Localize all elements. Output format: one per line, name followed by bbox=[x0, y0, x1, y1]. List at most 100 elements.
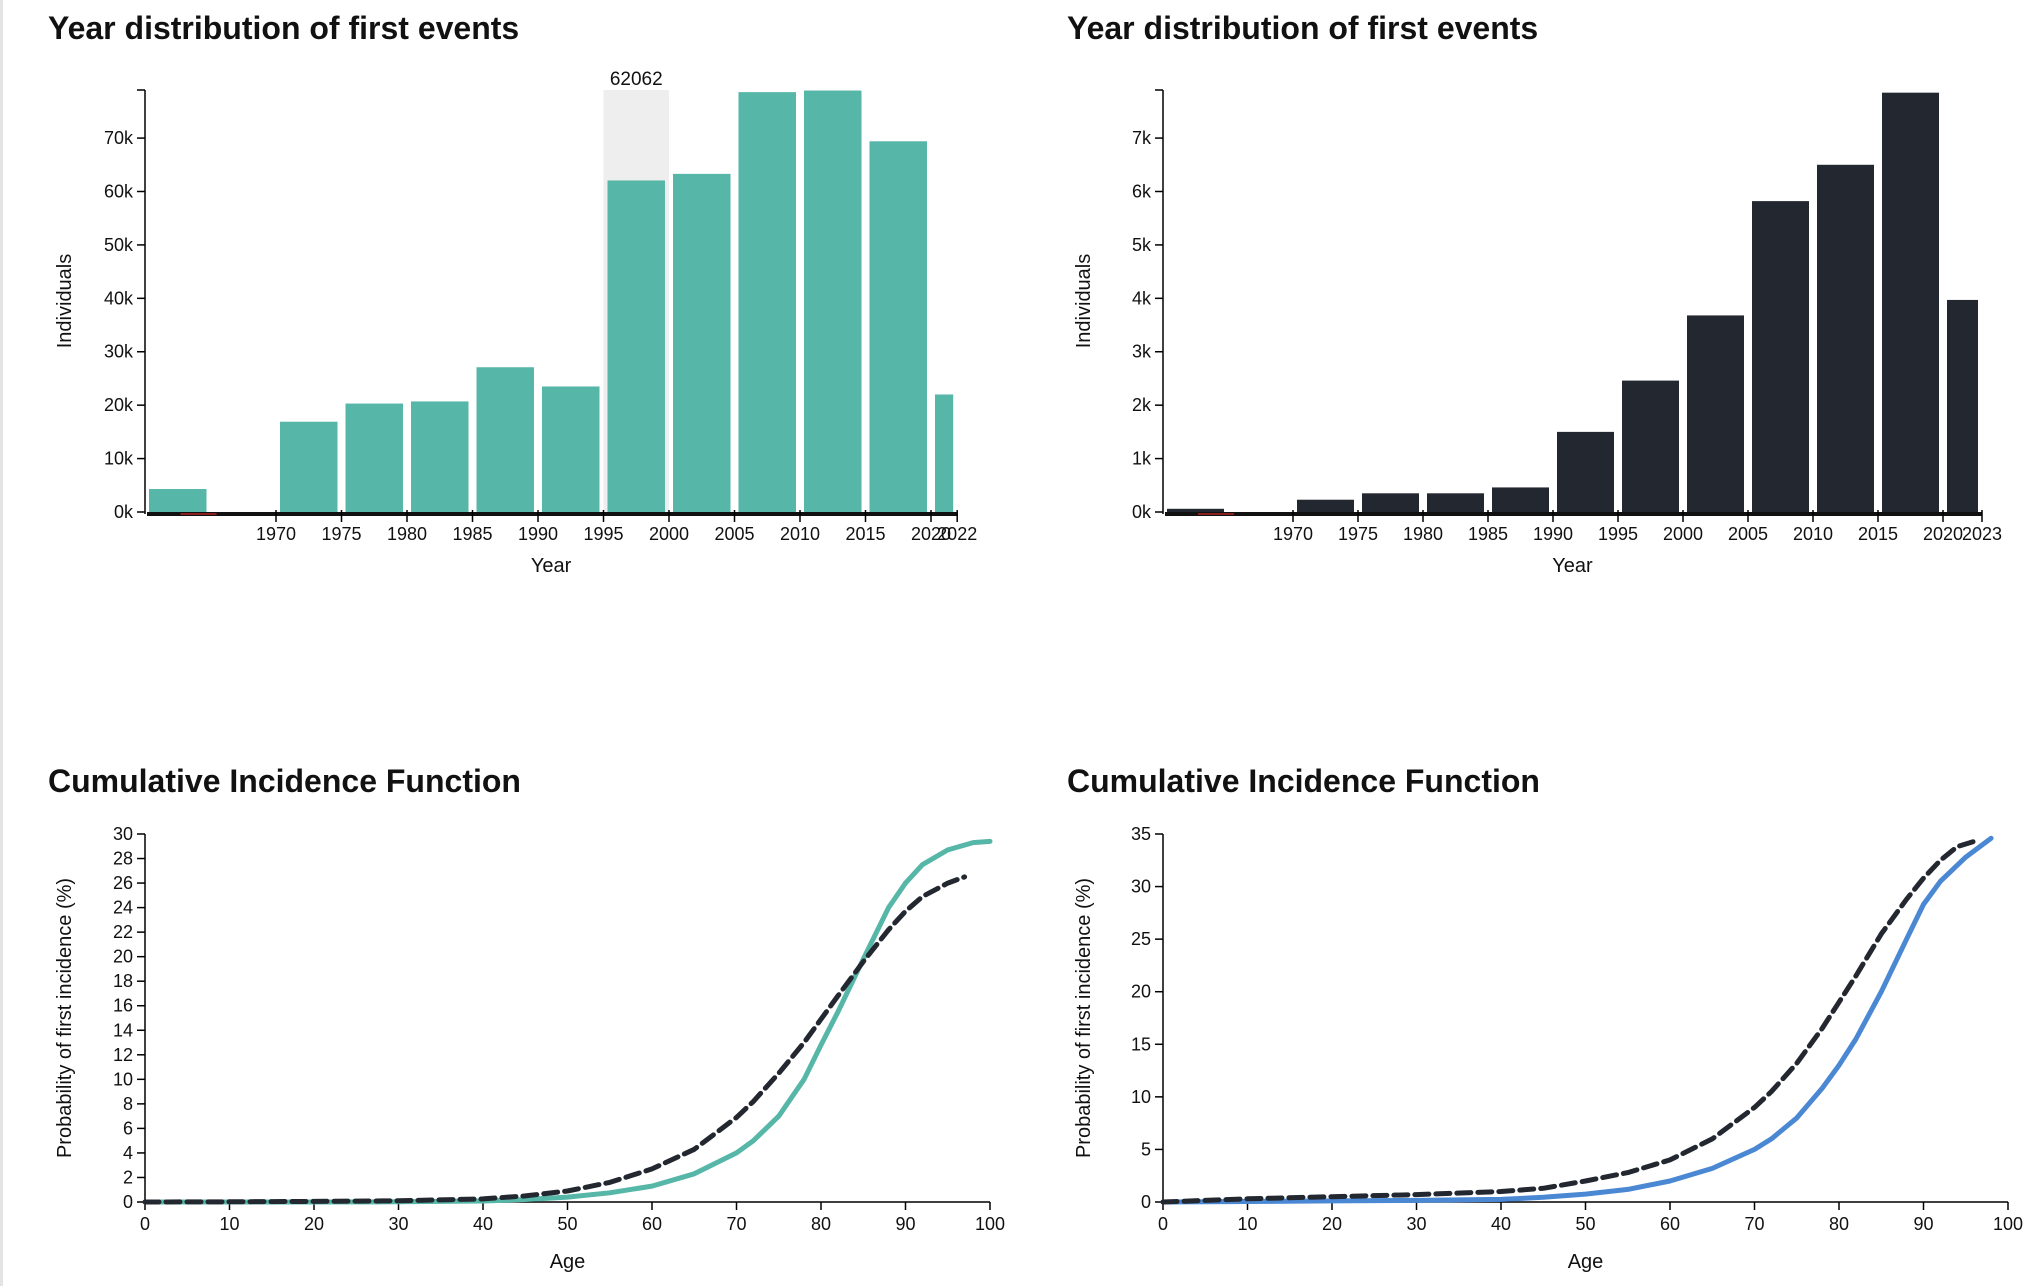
y-tick-label: 30 bbox=[113, 824, 133, 844]
y-tick-label: 3k bbox=[1132, 342, 1152, 362]
x-tick-label: 1970 bbox=[256, 524, 296, 544]
y-tick-label: 10 bbox=[113, 1069, 133, 1089]
y-tick-label: 20k bbox=[104, 395, 134, 415]
bar-1990 bbox=[1557, 431, 1614, 512]
year-distribution-chart-left: 0k 10k 20k 30k 40k 50k 60k 70k 1970 1975 1980 1985 1… bbox=[54, 69, 977, 577]
x-tick-label: 2020 bbox=[1923, 524, 1963, 544]
x-tick-label: 70 bbox=[1744, 1214, 1764, 1234]
y-tick-label: 8 bbox=[123, 1094, 133, 1114]
y-tick-label: 2 bbox=[123, 1167, 133, 1187]
bar-1975 bbox=[1362, 493, 1419, 512]
y-tick-label: 4k bbox=[1132, 288, 1152, 308]
x-tick-label: 2005 bbox=[1728, 524, 1768, 544]
cumulative-incidence-chart-right: 0 5 10 15 20 25 30 35 0 10 20 30 40 50 60 70 80 90 100 Age P… bbox=[1073, 824, 2023, 1273]
x-tick-label: 1990 bbox=[518, 524, 558, 544]
x-tick-label: 1975 bbox=[1338, 524, 1378, 544]
x-axis-title: Age bbox=[550, 1251, 586, 1273]
cif-line-dashed bbox=[142, 874, 968, 1205]
bar-2010 bbox=[804, 90, 862, 512]
y-tick-label: 24 bbox=[113, 898, 133, 918]
y-axis-title: Individuals bbox=[1073, 254, 1095, 349]
cif-line-solid bbox=[142, 838, 993, 1205]
x-tick-label: 2000 bbox=[649, 524, 689, 544]
y-tick-label: 7k bbox=[1132, 128, 1152, 148]
bar-1995 bbox=[1622, 380, 1679, 512]
bar-1985 bbox=[1492, 487, 1549, 512]
x-tick-label: 1980 bbox=[387, 524, 427, 544]
year-distribution-chart-right: 0k 1k 2k 3k 4k 5k 6k 7k 1970 1975 1980 1985 1990 1995… bbox=[1073, 89, 2002, 577]
x-tick-label: 20 bbox=[1322, 1214, 1342, 1234]
y-tick-label: 0k bbox=[1132, 502, 1152, 522]
y-tick-label: 10 bbox=[1131, 1087, 1151, 1107]
y-tick-label: 6k bbox=[1132, 181, 1152, 201]
y-tick-label: 0k bbox=[114, 502, 134, 522]
y-tick-label: 10k bbox=[104, 449, 134, 469]
year-distribution-panel-left: Year distribution of first events 0k 10k 2… bbox=[48, 0, 1008, 640]
x-tick-label: 30 bbox=[1406, 1214, 1426, 1234]
y-axis-title: Probability of first incidence (%) bbox=[1073, 878, 1095, 1158]
x-tick-label: 80 bbox=[1829, 1214, 1849, 1234]
y-tick-label: 22 bbox=[113, 922, 133, 942]
x-tick-label: 1980 bbox=[1403, 524, 1443, 544]
y-tick-label: 70k bbox=[104, 128, 134, 148]
bar-1960 bbox=[149, 489, 207, 512]
y-tick-label: 60k bbox=[104, 181, 134, 201]
bar-2000 bbox=[673, 173, 731, 512]
x-axis-title: Age bbox=[1568, 1251, 1604, 1273]
cumulative-incidence-panel-left: Cumulative Incidence Function 0 2 4 6 8 10 12 1… bbox=[48, 752, 1008, 1286]
x-axis-title: Year bbox=[531, 555, 572, 577]
y-tick-label: 16 bbox=[113, 996, 133, 1016]
x-tick-label: 20 bbox=[304, 1214, 324, 1234]
x-tick-label: 0 bbox=[1158, 1214, 1168, 1234]
x-tick-label: 60 bbox=[1660, 1214, 1680, 1234]
bar-2015 bbox=[869, 141, 927, 512]
cif-line-dashed bbox=[1160, 838, 1977, 1205]
x-tick-label: 100 bbox=[975, 1214, 1005, 1234]
x-tick-label: 1985 bbox=[452, 524, 492, 544]
y-tick-label: 20 bbox=[113, 947, 133, 967]
x-tick-label: 2015 bbox=[1858, 524, 1898, 544]
x-axis-baseline bbox=[147, 512, 958, 516]
y-axis-title: Probability of first incidence (%) bbox=[54, 878, 76, 1158]
bar-2010 bbox=[1817, 164, 1874, 513]
x-tick-label: 2000 bbox=[1663, 524, 1703, 544]
cif-line-solid bbox=[1160, 835, 1994, 1205]
x-tick-label: 10 bbox=[1237, 1214, 1257, 1234]
x-tick-label: 2020 bbox=[911, 524, 951, 544]
x-tick-label: 2005 bbox=[714, 524, 754, 544]
x-tick-label: 2015 bbox=[845, 524, 885, 544]
x-tick-label: 70 bbox=[726, 1214, 746, 1234]
year-distribution-panel-right: Year distribution of first events 0k 1k 2k… bbox=[1067, 0, 2027, 640]
chart-title: Year distribution of first events bbox=[1067, 10, 1539, 46]
y-axis-title: Individuals bbox=[54, 254, 76, 349]
y-tick-label: 26 bbox=[113, 873, 133, 893]
y-tick-label: 0 bbox=[1141, 1192, 1151, 1212]
y-tick-label: 0 bbox=[123, 1192, 133, 1212]
x-axis-baseline bbox=[1165, 512, 1982, 516]
x-tick-label: 1995 bbox=[583, 524, 623, 544]
bar-2020 bbox=[935, 394, 954, 512]
chart-title: Cumulative Incidence Function bbox=[48, 763, 521, 799]
x-axis-title: Year bbox=[1552, 555, 1593, 577]
bar-1980 bbox=[1427, 493, 1484, 512]
x-tick-label: 2022 bbox=[937, 524, 977, 544]
y-tick-label: 5k bbox=[1132, 235, 1152, 255]
x-tick-label: 90 bbox=[1913, 1214, 1933, 1234]
bar-2005 bbox=[1752, 201, 1809, 512]
x-tick-label: 2023 bbox=[1962, 524, 2002, 544]
x-tick-label: 1985 bbox=[1468, 524, 1508, 544]
x-tick-label: 40 bbox=[1491, 1214, 1511, 1234]
x-tick-label: 90 bbox=[895, 1214, 915, 1234]
bar-2015 bbox=[1882, 92, 1939, 512]
y-tick-label: 40k bbox=[104, 288, 134, 308]
x-tick-label: 50 bbox=[1575, 1214, 1595, 1234]
x-tick-label: 10 bbox=[219, 1214, 239, 1234]
bar-1990 bbox=[542, 386, 600, 512]
bar-1975 bbox=[345, 403, 403, 512]
y-tick-label: 15 bbox=[1131, 1034, 1151, 1054]
y-tick-label: 12 bbox=[113, 1045, 133, 1065]
y-tick-label: 20 bbox=[1131, 982, 1151, 1002]
chart-title: Cumulative Incidence Function bbox=[1067, 763, 1540, 799]
bar-2000 bbox=[1687, 315, 1744, 512]
